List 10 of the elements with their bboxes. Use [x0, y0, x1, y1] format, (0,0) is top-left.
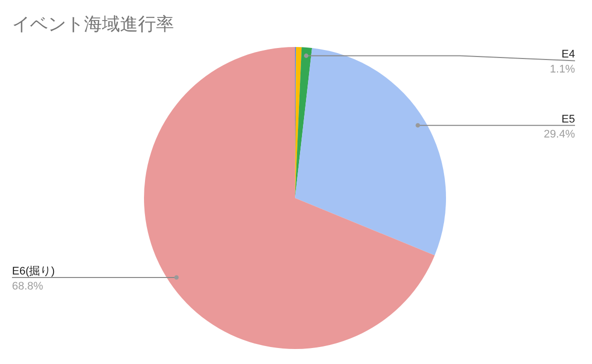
- data-label: 29.4%: [544, 128, 576, 140]
- slice-label: E5: [562, 113, 575, 126]
- pie-slice: [295, 48, 446, 256]
- data-label: 68.8%: [12, 280, 44, 292]
- pie-slice: [295, 47, 312, 198]
- pie-slice: [144, 47, 435, 349]
- slice-label: E4: [562, 48, 575, 61]
- data-label: 1.1%: [550, 64, 576, 76]
- slice-label: E6(掘り): [12, 265, 55, 278]
- chart-title: イベント海域進行率: [12, 14, 174, 34]
